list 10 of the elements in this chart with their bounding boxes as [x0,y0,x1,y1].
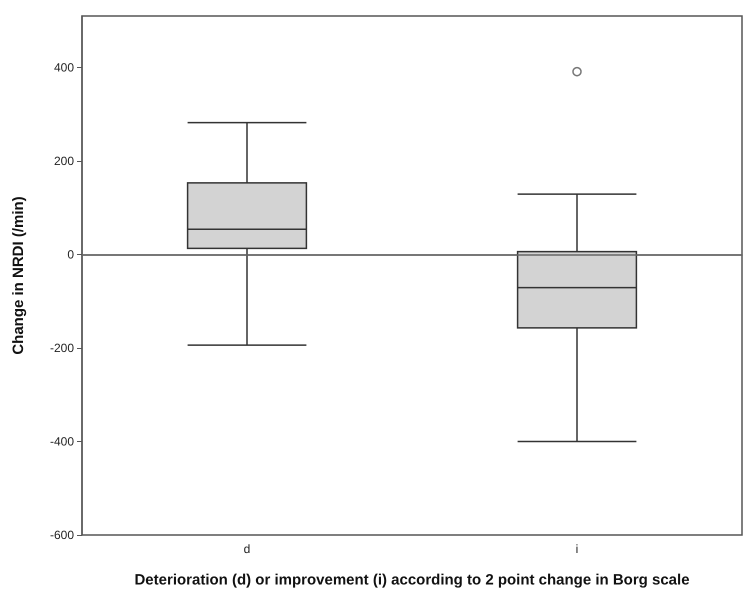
x-tick-label: i [576,542,578,556]
x-axis-title: Deterioration (d) or improvement (i) according to 2 point change in Borg scale [134,572,690,588]
y-tick-label: 200 [54,154,74,168]
y-tick-label: 400 [54,60,74,74]
y-tick-label: -600 [50,528,74,542]
y-tick-label: -200 [50,340,74,355]
y-axis-title: Change in NRDI (/min) [10,196,27,355]
y-tick-label: -400 [50,434,74,448]
x-tick-label: d [244,542,250,556]
y-tick-label: 0 [67,247,74,262]
